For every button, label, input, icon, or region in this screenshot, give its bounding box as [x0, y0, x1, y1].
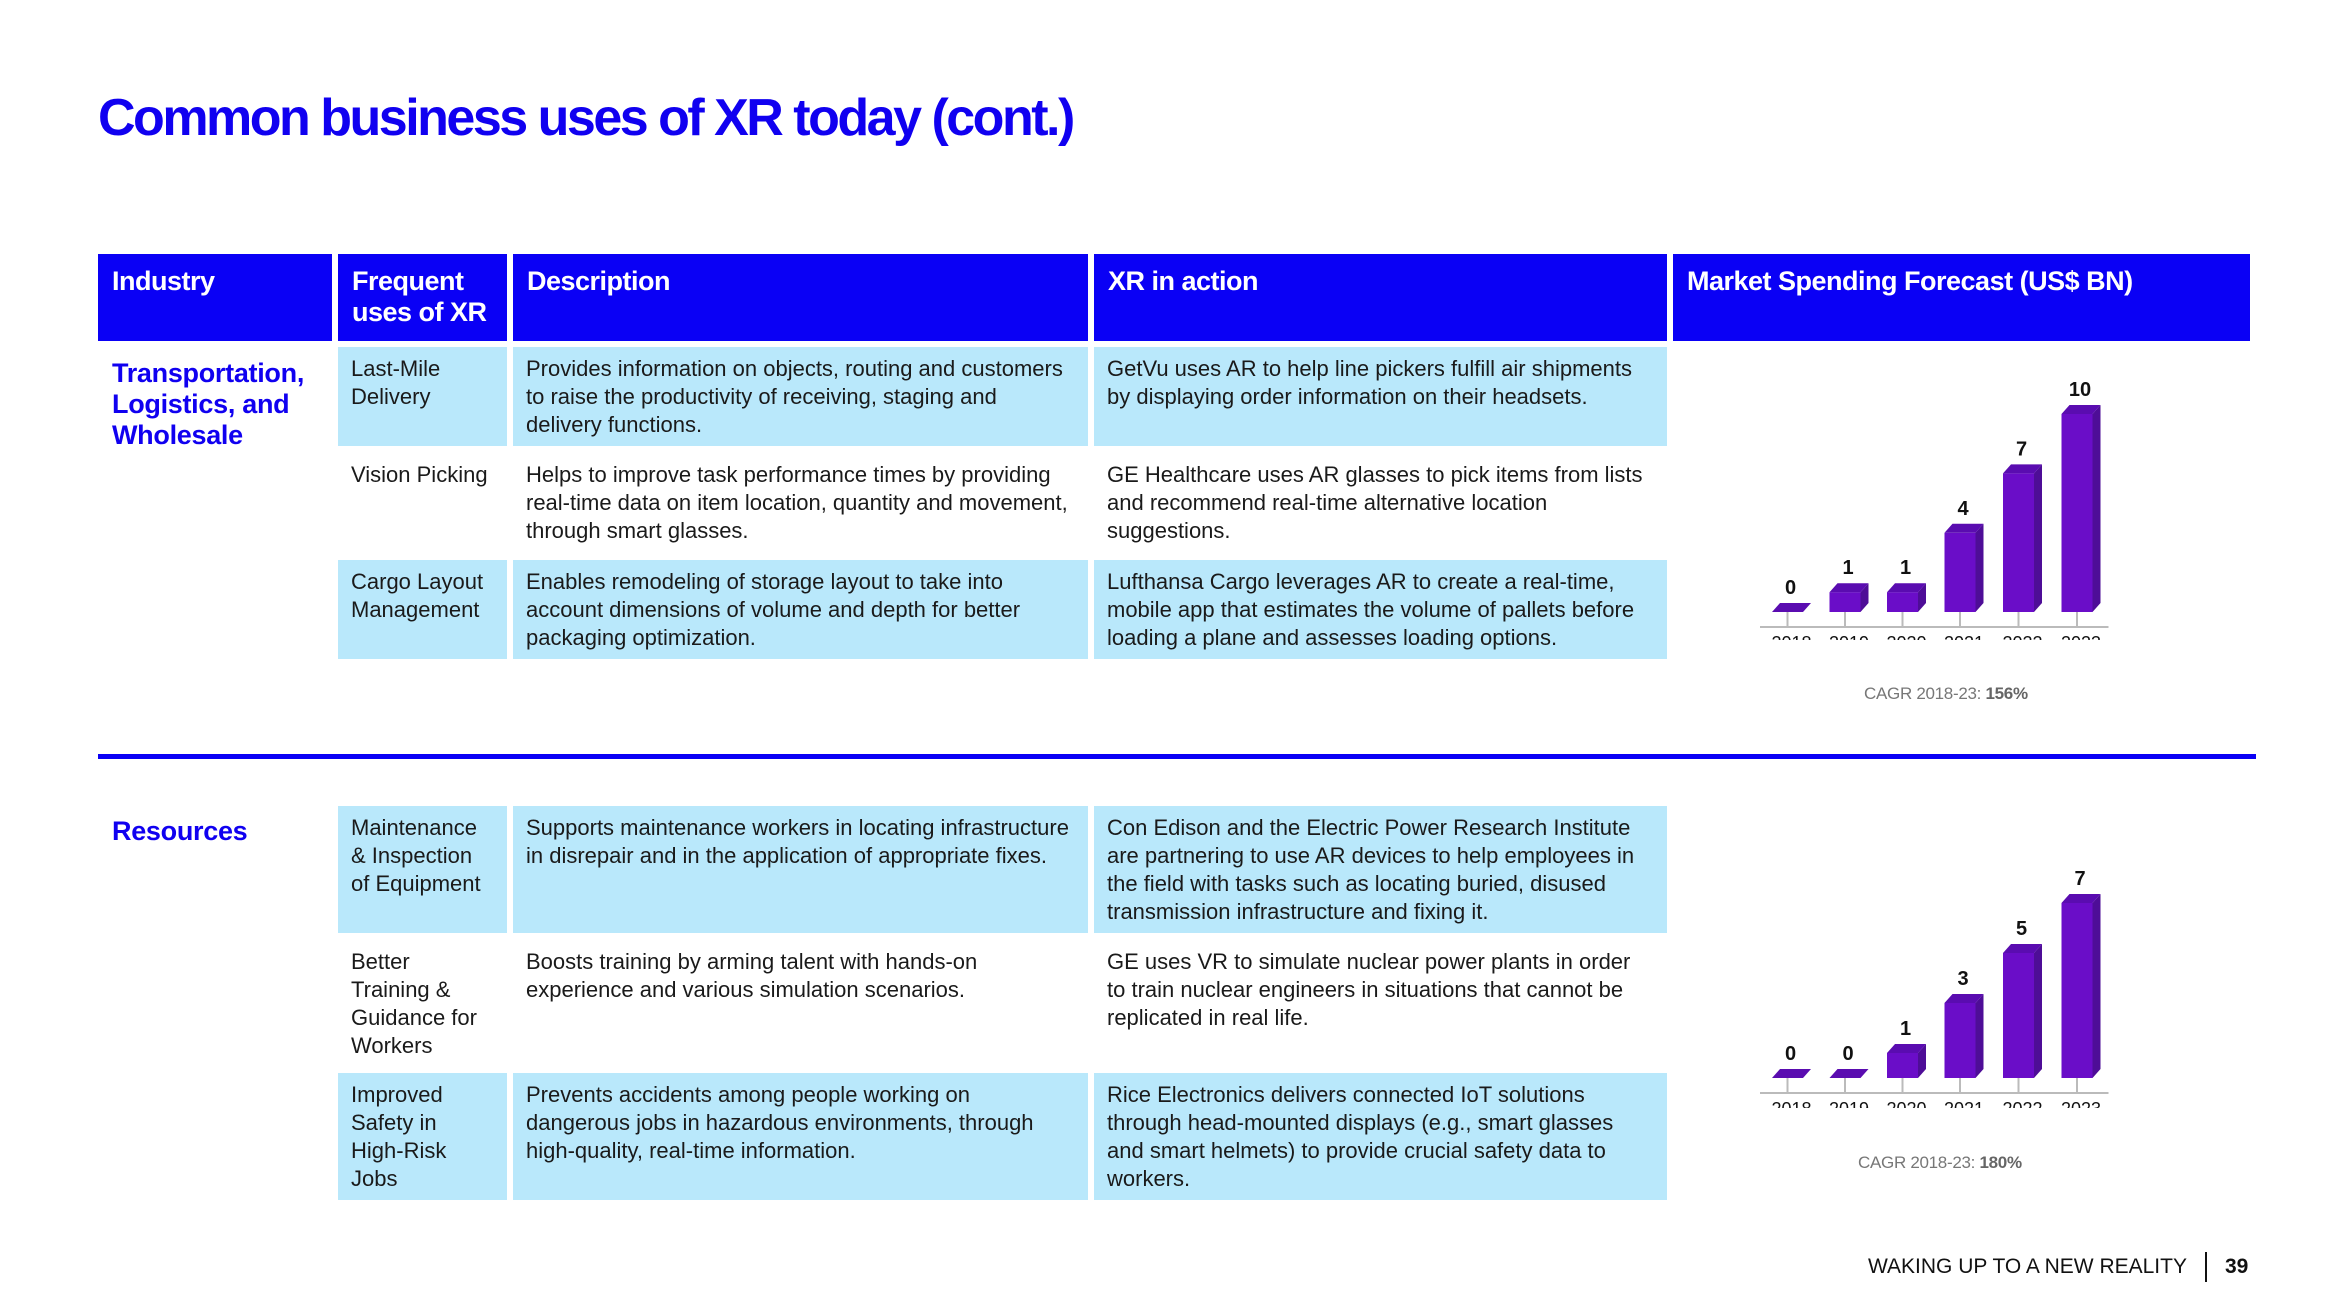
- bar-front: [2003, 473, 2034, 612]
- data-label: 7: [2016, 438, 2027, 460]
- description-cell: Prevents accidents among people working …: [513, 1073, 1088, 1200]
- xr-cell: Con Edison and the Electric Power Resear…: [1094, 806, 1667, 933]
- bar-top: [2061, 894, 2101, 903]
- use-cell: Improved Safety in High-Risk Jobs: [338, 1073, 507, 1200]
- section-divider: [98, 754, 2256, 759]
- x-tick-label: 2022: [2002, 633, 2042, 640]
- bar-side: [2034, 944, 2042, 1078]
- data-label: 1: [1842, 557, 1853, 579]
- description-cell: Boosts training by arming talent with ha…: [526, 949, 978, 1002]
- bar-front: [1887, 1053, 1918, 1078]
- use-cell: Vision Picking: [351, 462, 488, 487]
- data-label: 4: [1957, 498, 1969, 520]
- bar-top: [1772, 603, 1811, 612]
- bar-front: [2003, 953, 2034, 1078]
- x-tick-label: 2021: [1944, 1099, 1984, 1108]
- bar-side: [1975, 523, 1984, 612]
- data-label: 5: [2016, 918, 2027, 940]
- bar-front: [1829, 592, 1861, 612]
- bar-side: [1860, 583, 1869, 612]
- bar-top: [2003, 944, 2042, 953]
- x-tick-label: 2023: [2061, 633, 2101, 640]
- description-cell: Provides information on objects, routing…: [513, 347, 1088, 446]
- x-tick-label: 2019: [1829, 633, 1869, 640]
- bar-side: [2092, 405, 2101, 612]
- use-cell: Cargo Layout Management: [338, 560, 507, 659]
- page-title: Common business uses of XR today (cont.): [98, 89, 1075, 147]
- footer-text: WAKING UP TO A NEW REALITY: [1868, 1255, 2187, 1278]
- x-tick-label: 2023: [2061, 1099, 2101, 1108]
- x-tick-label: 2019: [1829, 1099, 1869, 1108]
- bar-side: [1918, 1044, 1926, 1078]
- data-label: 0: [1785, 1043, 1796, 1065]
- bar-front: [1944, 532, 1976, 612]
- header-frequent-uses: Frequent uses of XR: [338, 254, 507, 341]
- cagr-label: CAGR 2018-23:: [1858, 1153, 1976, 1172]
- industry-label: Transportation, Logistics, and Wholesale: [112, 358, 305, 450]
- xr-cell: GetVu uses AR to help line pickers fulfi…: [1094, 347, 1667, 446]
- market-chart-resources: 0 2018 0 2019 1 2020 3 2021 5 2022 7 2023: [1760, 868, 2109, 1108]
- x-tick-label: 2020: [1886, 633, 1926, 640]
- use-cell: Last-Mile Delivery: [338, 347, 507, 446]
- data-label: 1: [1900, 1018, 1911, 1040]
- xr-cell: GE uses VR to simulate nuclear power pla…: [1107, 949, 1631, 1030]
- page-number: 39: [2224, 1255, 2249, 1278]
- description-cell: Helps to improve task performance times …: [526, 462, 1068, 543]
- bar-top: [1887, 1044, 1926, 1053]
- bar-front: [2061, 903, 2093, 1078]
- bar-front: [1887, 592, 1918, 612]
- bar-side: [1975, 994, 1984, 1078]
- bar-top: [1944, 523, 1984, 533]
- bar-front: [1944, 1003, 1976, 1078]
- header-description: Description: [513, 254, 1088, 341]
- xr-cell: Lufthansa Cargo leverages AR to create a…: [1094, 560, 1667, 659]
- description-cell: Supports maintenance workers in locating…: [513, 806, 1088, 933]
- industry-label: Resources: [112, 816, 248, 846]
- cagr-label: CAGR 2018-23:: [1864, 684, 1982, 703]
- xr-cell: GE Healthcare uses AR glasses to pick it…: [1107, 462, 1643, 543]
- bar-top: [2003, 464, 2042, 474]
- data-label: 10: [2069, 380, 2091, 401]
- bar-side: [1918, 583, 1926, 612]
- cagr-value: 180%: [1979, 1153, 2023, 1172]
- data-label: 3: [1957, 968, 1968, 990]
- cagr-value: 156%: [1985, 684, 2029, 703]
- use-cell: Maintenance & Inspection of Equipment: [338, 806, 507, 933]
- xr-cell: Rice Electronics delivers connected IoT …: [1094, 1073, 1667, 1200]
- cagr-note: CAGR 2018-23: 156%: [1864, 684, 2028, 704]
- use-cell: Better Training & Guidance for Workers: [351, 949, 477, 1058]
- description-cell: Enables remodeling of storage layout to …: [513, 560, 1088, 659]
- bar-top: [1772, 1069, 1811, 1078]
- header-market-forecast: Market Spending Forecast (US$ BN): [1673, 254, 2250, 341]
- data-label: 0: [1842, 1043, 1853, 1065]
- bar-side: [2034, 464, 2042, 612]
- bar-top: [1887, 583, 1926, 593]
- x-tick-label: 2021: [1944, 633, 1984, 640]
- bar-side: [2092, 894, 2101, 1078]
- x-tick-label: 2020: [1886, 1099, 1926, 1108]
- bar-top: [1944, 994, 1984, 1003]
- x-tick-label: 2022: [2002, 1099, 2042, 1108]
- bar-top: [1829, 1069, 1869, 1078]
- cagr-note: CAGR 2018-23: 180%: [1858, 1153, 2022, 1173]
- data-label: 0: [1785, 577, 1796, 599]
- footer-separator: [2204, 1252, 2207, 1282]
- market-chart-transportation: 0 2018 1 2019 1 2020 4 2021 7 2022 10 2023: [1760, 380, 2109, 640]
- data-label: 7: [2074, 868, 2085, 890]
- header-xr-in-action: XR in action: [1094, 254, 1667, 341]
- x-tick-label: 2018: [1771, 1099, 1811, 1108]
- bar-front: [2061, 414, 2093, 612]
- bar-top: [1829, 583, 1869, 593]
- x-tick-label: 2018: [1771, 633, 1811, 640]
- footer: WAKING UP TO A NEW REALITY 39: [1868, 1252, 2248, 1282]
- bar-top: [2061, 405, 2101, 414]
- data-label: 1: [1900, 557, 1911, 579]
- header-industry: Industry: [98, 254, 332, 341]
